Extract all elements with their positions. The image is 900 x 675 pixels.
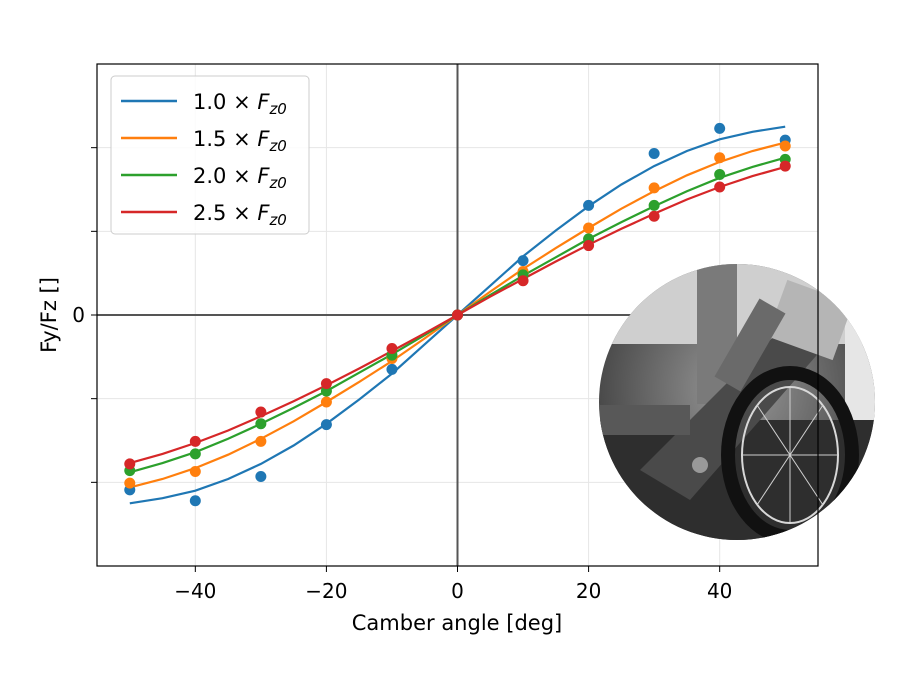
series-4-point (452, 309, 463, 321)
series-3-point (189, 448, 201, 460)
series-2-point (124, 477, 136, 489)
series-2-point (714, 152, 726, 164)
y-tick-label: 0 (72, 303, 85, 327)
series-4-point (714, 181, 726, 193)
series-4-point (320, 378, 332, 390)
series-3-point (320, 385, 332, 397)
series-2-point (583, 222, 595, 234)
series-1-point (255, 470, 267, 482)
series-2-point (189, 465, 201, 477)
series-3-point (255, 418, 267, 430)
series-4-point (255, 406, 267, 418)
x-tick-label: 20 (576, 579, 601, 603)
series-1-point (517, 255, 529, 267)
series-4-point (517, 275, 529, 287)
x-tick-label: 40 (707, 579, 732, 603)
series-4-point (648, 210, 660, 222)
series-4-point (124, 458, 136, 470)
series-2-point (255, 435, 267, 447)
series-4-point (779, 160, 791, 172)
series-3-point (648, 199, 660, 211)
legend-label-4: 2.5 × Fz0 (193, 201, 287, 229)
series-4-point (583, 240, 595, 252)
y-axis-label: Fy/Fz [] (37, 277, 61, 353)
series-2-point (779, 140, 791, 152)
series-4-point (386, 342, 398, 354)
measured-points (124, 122, 791, 507)
legend-box (110, 75, 310, 235)
series-2-point (320, 396, 332, 408)
x-tick-label: −40 (174, 579, 216, 603)
series-4-point (189, 435, 201, 447)
legend-label-2: 1.5 × Fz0 (193, 127, 287, 155)
series-3-point (714, 168, 726, 180)
legend-label-1: 1.0 × Fz0 (193, 90, 287, 118)
test-rig-photo (599, 264, 875, 540)
series-1-point (320, 419, 332, 431)
x-tick-label: −20 (305, 579, 347, 603)
series-2-point (648, 182, 660, 194)
x-axis-label: Camber angle [deg] (352, 611, 562, 635)
x-tick-label: 0 (451, 579, 464, 603)
series-1-point (648, 148, 660, 160)
legend-label-3: 2.0 × Fz0 (193, 164, 287, 192)
series-1-point (189, 495, 201, 507)
axis-ticks: −40 −20 0 20 40 0 (72, 147, 732, 603)
series-1-point (386, 363, 398, 375)
series-1-point (583, 199, 595, 211)
series-1-point (714, 122, 726, 134)
legend: 1.0 × Fz0 1.5 × Fz0 2.0 × Fz0 2.5 × Fz0 (110, 75, 310, 235)
